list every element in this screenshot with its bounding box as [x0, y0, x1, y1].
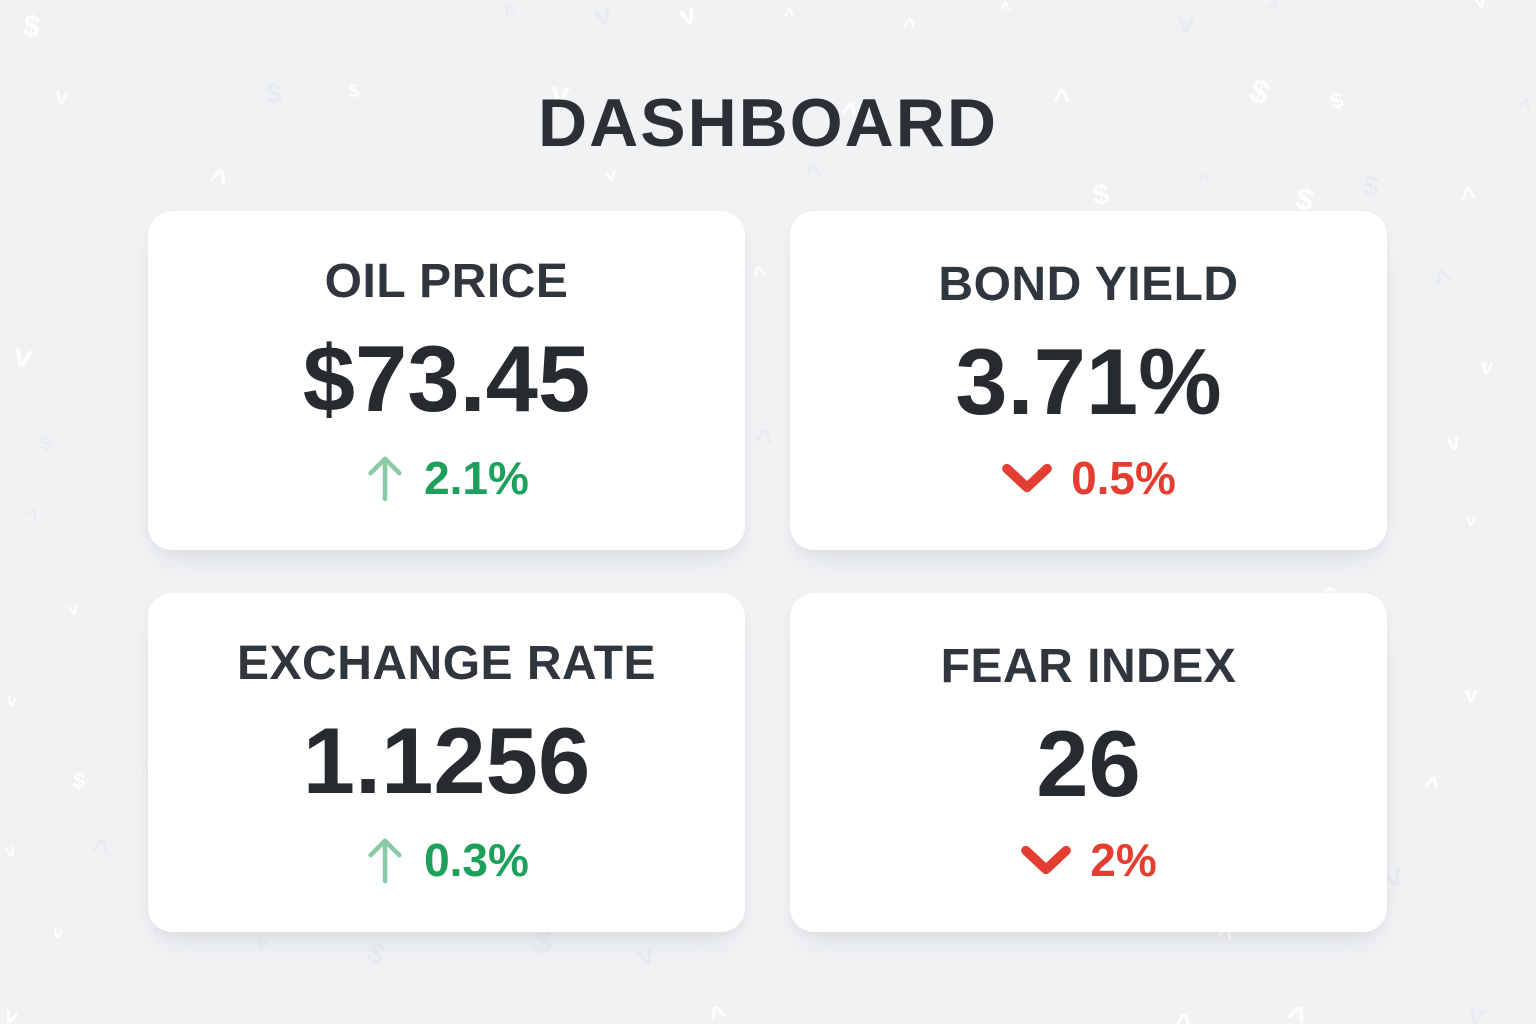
- metric-value: 26: [1036, 710, 1141, 816]
- metric-value: 3.71%: [955, 328, 1222, 434]
- page-title: DASHBOARD: [538, 85, 998, 161]
- metric-change: 0.3%: [364, 834, 529, 886]
- change-text: 0.5%: [1071, 451, 1176, 504]
- metric-value: $73.45: [302, 325, 591, 431]
- metric-card-bond-yield: BOND YIELD 3.71% 0.5%: [790, 211, 1387, 550]
- down-chevron-icon: [1020, 845, 1072, 875]
- change-text: 2%: [1090, 833, 1157, 886]
- metric-value: 1.1256: [302, 707, 591, 813]
- metric-label: OIL PRICE: [324, 254, 569, 308]
- metrics-grid: OIL PRICE $73.45 2.1% BOND YIELD 3.71%: [148, 211, 1387, 932]
- up-arrow-icon: [364, 834, 406, 886]
- metric-card-oil-price: OIL PRICE $73.45 2.1%: [148, 211, 745, 550]
- metric-card-exchange-rate: EXCHANGE RATE 1.1256 0.3%: [148, 593, 745, 932]
- metric-label: EXCHANGE RATE: [237, 636, 656, 690]
- metric-label: FEAR INDEX: [940, 639, 1237, 693]
- metric-change: 2.1%: [364, 452, 529, 504]
- metric-change: 2%: [1020, 833, 1157, 886]
- down-chevron-icon: [1001, 463, 1053, 493]
- metric-card-fear-index: FEAR INDEX 26 2%: [790, 593, 1387, 932]
- up-arrow-icon: [364, 452, 406, 504]
- metric-label: BOND YIELD: [938, 257, 1239, 311]
- change-text: 2.1%: [424, 451, 529, 504]
- change-text: 0.3%: [424, 833, 529, 886]
- metric-change: 0.5%: [1001, 455, 1176, 501]
